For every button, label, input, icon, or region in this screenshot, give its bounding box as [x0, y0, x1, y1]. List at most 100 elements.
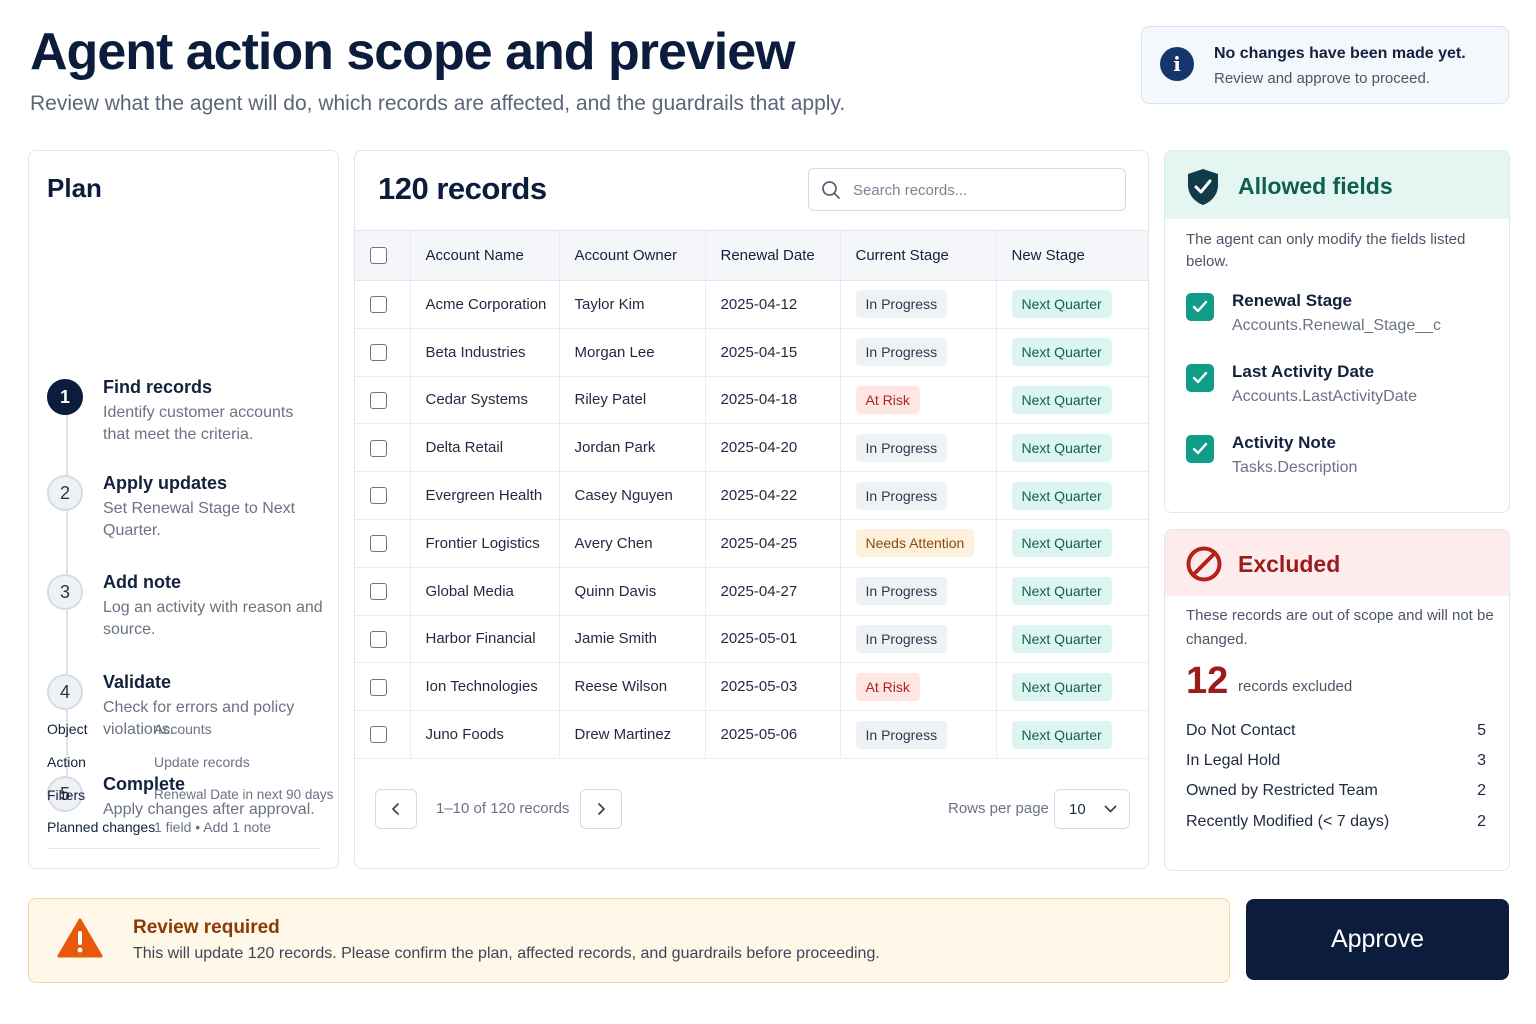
account-name: Frontier Logistics [409, 519, 559, 568]
table-row[interactable]: Beta Industries Morgan Lee 2025-04-15 In Pr… [355, 328, 1148, 377]
next-page-button[interactable] [580, 789, 622, 829]
row-checkbox[interactable] [370, 487, 387, 505]
rows-per-page-label: Rows per page [948, 800, 1049, 817]
meta-filters-value: Renewal Date in next 90 days [154, 787, 334, 802]
renewal-date: 2025-04-22 [704, 471, 840, 520]
account-owner: Reese Wilson [558, 662, 705, 712]
prev-page-button[interactable] [375, 789, 417, 829]
excluded-count-label: records excluded [1238, 678, 1353, 695]
column-new-stage[interactable]: New Stage [995, 230, 1148, 281]
pagination-range: 1–10 of 120 records [436, 800, 570, 817]
row-select-cell [355, 567, 410, 616]
account-name: Juno Foods [409, 710, 559, 759]
renewal-date: 2025-04-15 [704, 328, 840, 377]
row-checkbox[interactable] [370, 582, 387, 600]
renewal-date: 2025-05-01 [704, 615, 840, 664]
search-input[interactable] [853, 177, 1113, 203]
current-stage-cell: At Risk [839, 376, 996, 425]
account-owner: Drew Martinez [558, 710, 705, 759]
column-renewal-date[interactable]: Renewal Date [704, 230, 840, 281]
review-required-banner: Review required This will update 120 rec… [28, 898, 1230, 983]
renewal-date: 2025-04-25 [704, 519, 840, 568]
row-checkbox[interactable] [370, 630, 387, 648]
allowed-fields-header: Allowed fields [1165, 151, 1509, 219]
account-owner: Jordan Park [558, 423, 705, 473]
table-row[interactable]: Global Media Quinn Davis 2025-04-27 In Prog… [355, 567, 1148, 616]
review-title: Review required [133, 917, 280, 938]
row-select-cell [355, 328, 410, 377]
row-select-cell [355, 376, 410, 425]
row-checkbox[interactable] [370, 343, 387, 361]
current-stage-badge: Needs Attention [855, 529, 975, 558]
allowed-fields-panel: Allowed fields The agent can only modify… [1164, 150, 1510, 513]
account-owner: Morgan Lee [558, 328, 705, 377]
step-description: Check for errors and policy violations. [103, 699, 295, 738]
table-row[interactable]: Ion Technologies Reese Wilson 2025-05-03 At… [355, 662, 1148, 712]
row-checkbox[interactable] [370, 726, 387, 744]
account-owner: Taylor Kim [558, 280, 705, 329]
column-account-owner[interactable]: Account Owner [558, 230, 705, 281]
row-checkbox[interactable] [370, 678, 387, 696]
step-title: Add note [103, 572, 181, 592]
field-path: Accounts.Renewal_Stage__c [1232, 317, 1442, 334]
table-row[interactable]: Frontier Logistics Avery Chen 2025-04-25 Ne… [355, 519, 1148, 568]
table-row[interactable]: Juno Foods Drew Martinez 2025-05-06 In Prog… [355, 710, 1148, 759]
meta-changes-value: 1 field • Add 1 note [154, 819, 271, 835]
page-subtitle: Review what the agent will do, which rec… [30, 92, 846, 115]
reason-count: 5 [1477, 722, 1486, 739]
current-stage-cell: In Progress [839, 471, 996, 520]
renewal-date: 2025-04-20 [704, 423, 840, 473]
new-stage-badge: Next Quarter [1011, 338, 1112, 367]
current-stage-cell: In Progress [839, 567, 996, 616]
step-description: Identify customer accounts that meet the… [103, 404, 294, 443]
table-row[interactable]: Acme Corporation Taylor Kim 2025-04-12 In P… [355, 280, 1148, 329]
records-panel: 120 records Account Name Account Owner R… [354, 150, 1149, 869]
row-checkbox[interactable] [370, 439, 387, 457]
excluded-count: 12 [1186, 660, 1229, 702]
table-row[interactable]: Delta Retail Jordan Park 2025-04-20 In Prog… [355, 423, 1148, 473]
field-name: Renewal Stage [1232, 291, 1352, 310]
account-owner: Riley Patel [558, 376, 705, 425]
reason-count: 2 [1477, 813, 1486, 830]
field-name: Last Activity Date [1232, 362, 1375, 381]
column-current-stage[interactable]: Current Stage [839, 230, 996, 281]
current-stage-cell: Needs Attention [839, 519, 996, 568]
current-stage-badge: At Risk [855, 672, 920, 701]
table-row[interactable]: Cedar Systems Riley Patel 2025-04-18 At Ris… [355, 376, 1148, 425]
check-icon [1186, 435, 1214, 463]
chevron-down-icon [1104, 805, 1117, 813]
new-stage-cell: Next Quarter [995, 710, 1148, 759]
search-box[interactable] [808, 168, 1126, 211]
rows-per-page-select[interactable]: 10 [1054, 789, 1130, 829]
new-stage-cell: Next Quarter [995, 328, 1148, 377]
info-icon: i [1160, 47, 1194, 81]
account-name: Beta Industries [409, 328, 559, 377]
excluded-reason-row: Do Not Contact 5 [1186, 722, 1486, 740]
page-title: Agent action scope and preview [30, 23, 796, 81]
meta-object-label: Object [47, 721, 88, 737]
current-stage-badge: In Progress [855, 290, 948, 319]
new-stage-badge: Next Quarter [1011, 290, 1112, 319]
renewal-date: 2025-04-18 [704, 376, 840, 425]
step-description: Apply changes after approval. [103, 801, 315, 818]
column-account-name[interactable]: Account Name [409, 230, 559, 281]
select-all-checkbox[interactable] [370, 247, 387, 265]
field-name: Activity Note [1232, 433, 1336, 452]
meta-object-value: Accounts [154, 721, 212, 737]
table-row[interactable]: Evergreen Health Casey Nguyen 2025-04-22 In… [355, 471, 1148, 520]
no-changes-notice: i No changes have been made yet. Review … [1141, 26, 1509, 104]
renewal-date: 2025-05-06 [704, 710, 840, 759]
row-checkbox[interactable] [370, 535, 387, 553]
new-stage-badge: Next Quarter [1011, 433, 1112, 462]
row-checkbox[interactable] [370, 391, 387, 409]
new-stage-cell: Next Quarter [995, 615, 1148, 664]
step-title: Complete [103, 774, 186, 794]
account-owner: Casey Nguyen [558, 471, 705, 520]
reason-label: Owned by Restricted Team [1186, 782, 1378, 799]
approve-button[interactable]: Approve [1246, 899, 1509, 980]
new-stage-badge: Next Quarter [1011, 481, 1112, 510]
field-path: Accounts.LastActivityDate [1232, 388, 1417, 405]
new-stage-cell: Next Quarter [995, 280, 1148, 329]
table-row[interactable]: Harbor Financial Jamie Smith 2025-05-01 In … [355, 615, 1148, 664]
row-checkbox[interactable] [370, 296, 387, 314]
